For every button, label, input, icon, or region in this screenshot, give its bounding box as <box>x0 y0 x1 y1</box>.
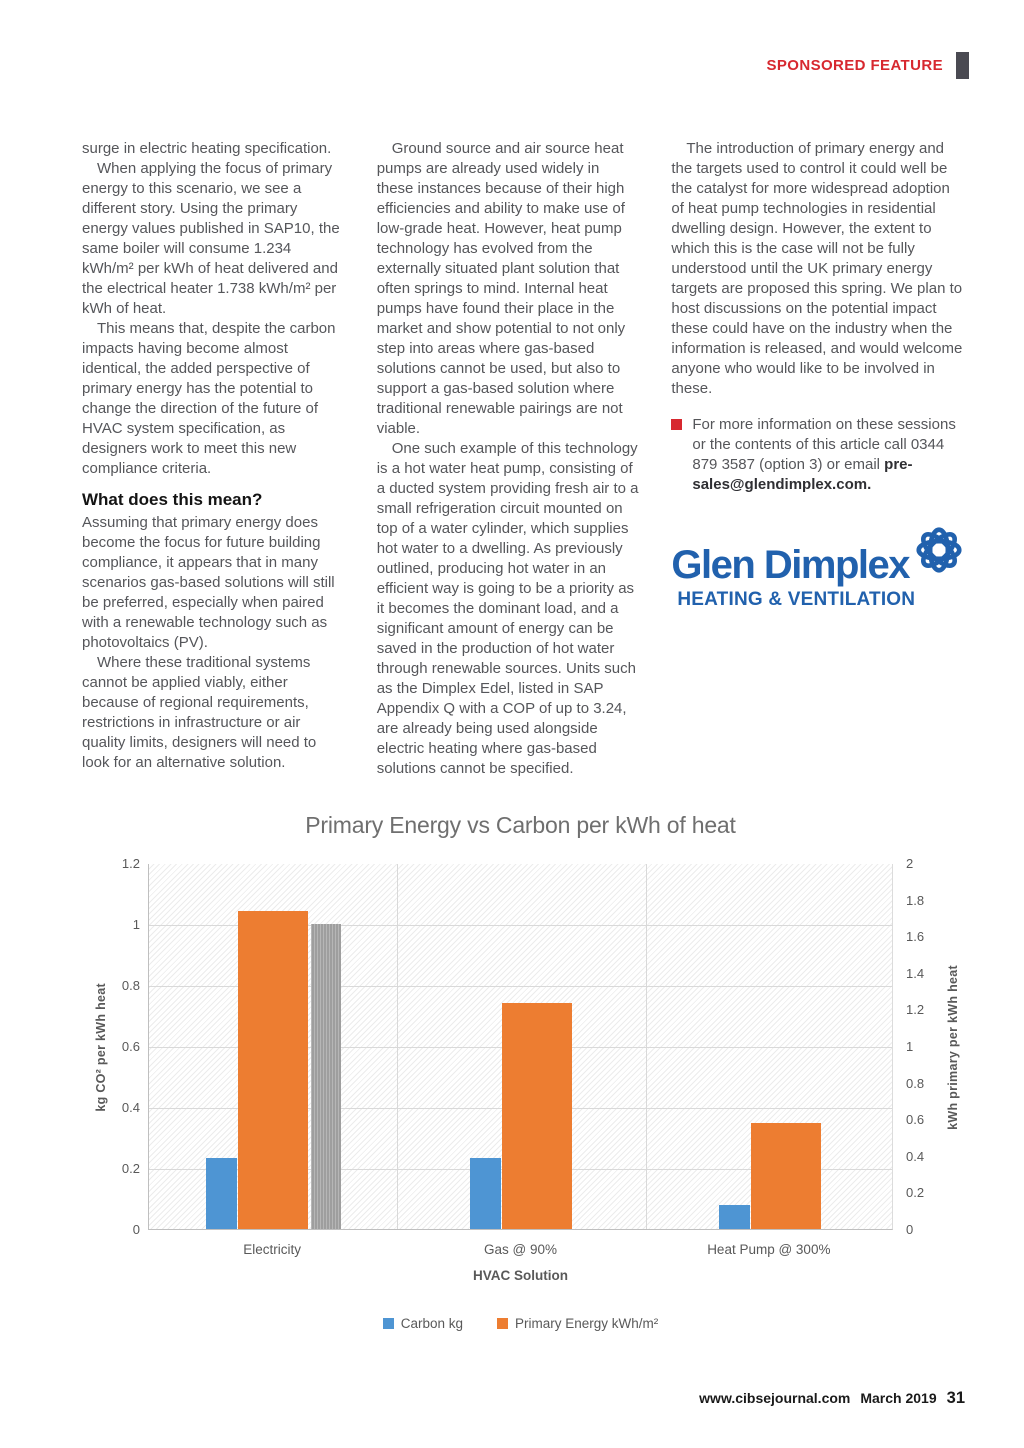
gridline <box>149 925 892 926</box>
chart: Primary Energy vs Carbon per kWh of heat… <box>84 806 984 1351</box>
paragraph: When applying the focus of primary energ… <box>82 160 340 317</box>
y-tick-right: 0.2 <box>906 1185 925 1201</box>
legend-label: Carbon kg <box>400 1316 463 1331</box>
bar-carbon-kg-heat-pump-300 <box>718 1205 750 1229</box>
page-number: 31 <box>946 1389 965 1407</box>
y-tick-right: 1.2 <box>906 1002 925 1018</box>
paragraph: Where these traditional systems cannot b… <box>82 654 317 771</box>
y-tick-left: 1.2 <box>121 856 140 871</box>
y-tick-left: 0.4 <box>121 1100 140 1115</box>
info-bullet: For more information on these sessions o… <box>671 415 966 495</box>
section-heading: What does this mean? <box>82 490 263 509</box>
legend-swatch-icon <box>382 1318 394 1329</box>
bar-group-gas-90 <box>397 1003 645 1229</box>
sponsored-feature-label: SPONSORED FEATURE <box>766 57 943 74</box>
paragraph: One such example of this technology is a… <box>376 440 639 777</box>
header-bar-decoration <box>956 52 969 79</box>
y-tick-right: 0.8 <box>906 1075 925 1091</box>
y-tick-right: 2 <box>906 856 914 871</box>
issue-date: March 2019 <box>860 1390 937 1406</box>
legend-label: Primary Energy kWh/m² <box>515 1316 659 1331</box>
gridline-vertical <box>397 864 399 1229</box>
bar-group-electricity <box>149 911 397 1229</box>
logo-name: Glen Dimplex <box>671 543 910 587</box>
logo-tagline: HEATING & VENTILATION <box>677 589 916 610</box>
y-tick-right: 1.4 <box>906 965 925 981</box>
gridline-vertical <box>645 864 647 1229</box>
paragraph: surge in electric heating specification. <box>82 140 332 157</box>
column-2: Ground source and air source heat pumps … <box>377 139 640 779</box>
y-tick-left: 1 <box>132 917 140 932</box>
bar-carbon-kg-gas-90 <box>470 1158 502 1229</box>
bar-primary-energy-kwh-m-electricity <box>237 911 308 1229</box>
celtic-knot-icon <box>916 527 962 573</box>
y-tick-right: 1 <box>906 1039 914 1054</box>
bullet-text: For more information on these sessions o… <box>692 416 956 473</box>
glen-dimplex-logo: Glen Dimplex HEATING & VENTILATION <box>671 527 966 611</box>
journal-url: www.cibsejournal.com <box>699 1390 851 1406</box>
legend-item-carbon-kg: Carbon kg <box>382 1316 463 1331</box>
column-3: The introduction of primary energy and t… <box>671 139 966 779</box>
paragraph: Assuming that primary energy does become… <box>82 514 335 651</box>
x-axis-label: HVAC Solution <box>473 1268 568 1283</box>
bar-primary-energy-kwh-m-heat-pump-300 <box>750 1123 821 1229</box>
bar-group-heat-pump-300 <box>646 1123 894 1229</box>
chart-legend: Carbon kg Primary Energy kWh/m² <box>148 1316 893 1331</box>
legend-swatch-icon <box>497 1318 508 1329</box>
page-footer: www.cibsejournal.com March 2019 31 <box>699 1389 965 1408</box>
bar-primary-energy-kwh-m-gas-90 <box>502 1003 573 1229</box>
column-1: surge in electric heating specification.… <box>82 139 345 779</box>
y-tick-right: 1.6 <box>906 929 925 945</box>
y-tick-right: 0 <box>906 1222 914 1237</box>
y-tick-right: 1.8 <box>906 892 925 908</box>
paragraph: The introduction of primary energy and t… <box>671 140 963 397</box>
x-tick-heat-pump-300: Heat Pump @ 300% <box>707 1242 831 1257</box>
y-tick-right: 0.6 <box>906 1112 925 1128</box>
y-tick-right: 0.4 <box>906 1148 925 1164</box>
y-tick-left: 0.8 <box>121 978 140 993</box>
y-axis-label-right: kWh primary per kWh heat <box>946 964 960 1130</box>
bar-unlabeled-gray-bar-electricity <box>310 924 341 1229</box>
page-header: SPONSORED FEATURE <box>766 52 969 79</box>
contact-email: pre-sales@glendimplex.com. <box>692 456 913 493</box>
y-tick-left: 0.2 <box>121 1161 140 1176</box>
gridline <box>149 986 892 987</box>
legend-item-primary-energy-kwh-m: Primary Energy kWh/m² <box>497 1316 658 1331</box>
article-columns: surge in electric heating specification.… <box>82 139 966 779</box>
y-tick-left: 0 <box>132 1222 140 1237</box>
paragraph: Ground source and air source heat pumps … <box>376 140 626 437</box>
bar-carbon-kg-electricity <box>205 1158 237 1229</box>
y-tick-left: 0.6 <box>121 1039 140 1054</box>
paragraph: This means that, despite the carbon impa… <box>82 320 336 477</box>
x-tick-gas-90: Gas @ 90% <box>484 1242 557 1257</box>
x-tick-electricity: Electricity <box>243 1242 302 1257</box>
chart-title: Primary Energy vs Carbon per kWh of heat <box>305 812 736 838</box>
chart-plot <box>148 864 893 1230</box>
red-square-bullet-icon <box>671 419 683 430</box>
